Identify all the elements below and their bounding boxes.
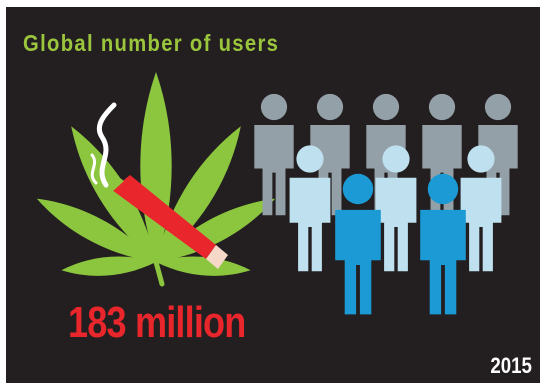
person-icon xyxy=(420,173,466,315)
people-group xyxy=(254,93,518,315)
person-head xyxy=(296,145,324,173)
person-head xyxy=(316,93,344,121)
user-count: 183 million xyxy=(68,298,246,347)
person-head xyxy=(467,145,495,173)
person-body xyxy=(460,177,502,272)
cannabis-stem xyxy=(153,259,165,287)
person-head xyxy=(484,93,512,121)
joint-tip xyxy=(104,175,124,191)
joint-filter xyxy=(206,245,228,269)
joint-body xyxy=(112,175,216,259)
person-icon xyxy=(460,145,502,272)
person-head xyxy=(260,93,288,121)
infographic-panel: Global number of users 183 million 2015 xyxy=(6,7,540,383)
cannabis-leaflet xyxy=(156,198,276,262)
cannabis-leaflet xyxy=(36,198,156,262)
page-title: Global number of users xyxy=(23,30,280,56)
smoke-wisp-2 xyxy=(90,153,98,185)
person-body xyxy=(254,125,294,216)
person-icon xyxy=(254,93,294,216)
person-body xyxy=(375,177,417,272)
person-body xyxy=(289,177,331,272)
person-head xyxy=(342,173,374,205)
year-label: 2015 xyxy=(490,353,532,378)
person-head xyxy=(382,145,410,173)
person-icon xyxy=(289,145,331,272)
person-head xyxy=(428,93,456,121)
person-head xyxy=(372,93,400,121)
cannabis-leaflet xyxy=(71,126,156,262)
cannabis-leaflet xyxy=(156,256,251,276)
smoke-wisp-1 xyxy=(96,102,117,188)
cannabis-leaf-icon xyxy=(36,72,276,287)
cannabis-leaflet xyxy=(61,256,156,276)
person-body xyxy=(420,209,466,315)
person-head xyxy=(427,173,459,205)
person-icon xyxy=(375,145,417,272)
smoke-icon xyxy=(90,102,117,188)
joint-icon xyxy=(104,175,228,269)
illustration xyxy=(36,72,518,315)
person-body xyxy=(335,209,381,315)
person-icon xyxy=(335,173,381,315)
